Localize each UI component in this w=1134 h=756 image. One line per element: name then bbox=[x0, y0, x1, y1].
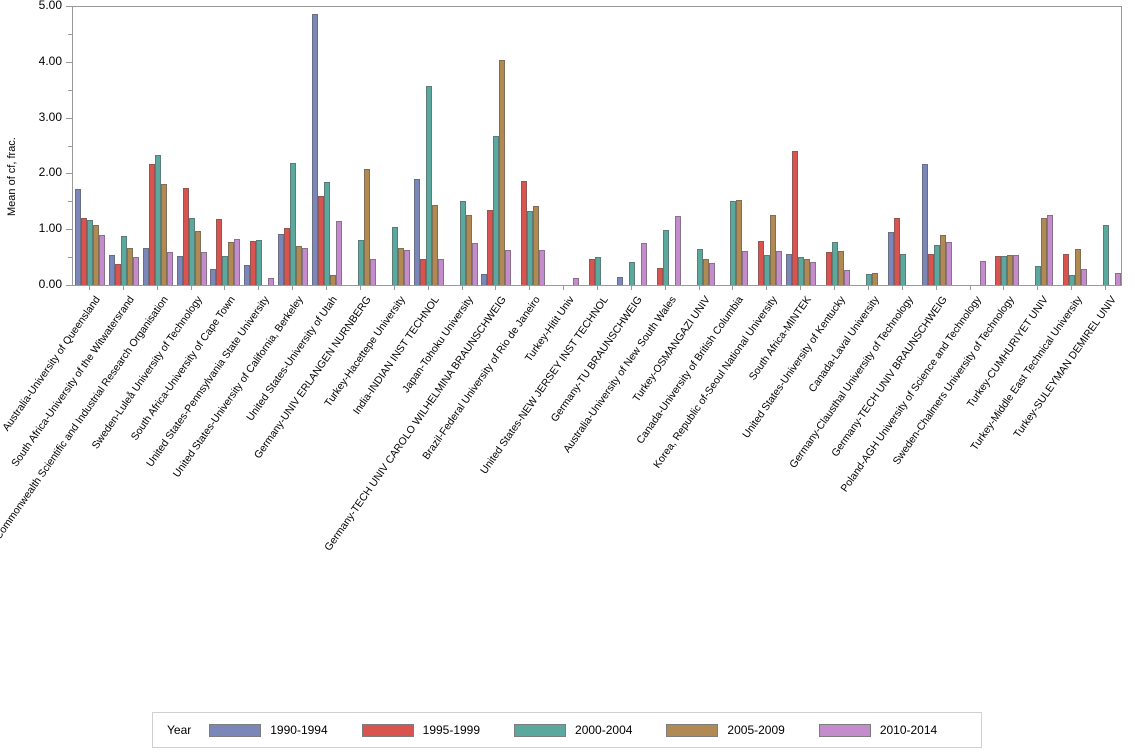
legend-label: 2010-2014 bbox=[879, 723, 938, 737]
x-tick-mark bbox=[258, 286, 260, 290]
x-tick-mark bbox=[495, 286, 497, 290]
x-tick-mark bbox=[326, 286, 328, 290]
x-tick-mark bbox=[630, 286, 632, 290]
bar-group bbox=[74, 7, 105, 286]
x-tick-mark bbox=[766, 286, 768, 290]
y-tick-label: 4.00 bbox=[38, 53, 62, 68]
x-tick-mark bbox=[529, 286, 531, 290]
y-tick-mark bbox=[66, 173, 72, 175]
y-tick-mark bbox=[66, 6, 72, 7]
legend-swatch bbox=[361, 723, 414, 737]
y-tick-mark bbox=[66, 229, 72, 231]
y-tick-mark bbox=[68, 33, 72, 35]
x-tick-mark bbox=[664, 286, 666, 290]
legend-swatch bbox=[514, 723, 567, 737]
x-tick-mark bbox=[461, 286, 463, 290]
bar-group bbox=[887, 7, 918, 286]
legend-label: 1995-1999 bbox=[422, 723, 481, 737]
x-tick-mark bbox=[427, 286, 429, 290]
bar-group bbox=[346, 7, 376, 286]
x-tick-mark bbox=[190, 286, 192, 290]
bar-group bbox=[481, 7, 512, 286]
y-tick-mark bbox=[66, 61, 72, 63]
y-tick-mark bbox=[68, 145, 72, 147]
bar-group bbox=[651, 7, 681, 286]
legend-swatch bbox=[818, 723, 871, 737]
y-tick-mark bbox=[66, 285, 72, 286]
x-tick-mark bbox=[901, 286, 903, 290]
y-tick-mark bbox=[66, 117, 72, 119]
y-tick-label: 0.00 bbox=[38, 277, 62, 291]
y-tick-label: 5.00 bbox=[38, 0, 62, 12]
x-tick-mark bbox=[122, 286, 124, 290]
x-tick-mark bbox=[393, 286, 395, 290]
x-tick-mark bbox=[224, 286, 226, 290]
legend-swatch bbox=[666, 723, 719, 737]
legend-item[interactable]: 2005-2009 bbox=[666, 723, 785, 737]
x-tick-mark bbox=[597, 286, 598, 290]
bar-group bbox=[176, 7, 207, 286]
x-tick-mark bbox=[969, 286, 971, 290]
plot-area bbox=[72, 6, 1122, 286]
y-tick-label: 3.00 bbox=[38, 109, 62, 124]
x-tick-mark bbox=[698, 286, 700, 290]
y-tick-mark bbox=[68, 257, 72, 259]
x-tick-mark bbox=[156, 286, 158, 290]
x-tick-mark bbox=[867, 286, 869, 290]
x-axis-labels: Australia-University of Queensland South … bbox=[0, 286, 1134, 696]
legend-item[interactable]: 1990-1994 bbox=[209, 723, 328, 737]
x-tick-mark bbox=[1105, 286, 1107, 290]
x-tick-mark bbox=[563, 286, 565, 290]
legend-item[interactable]: 1995-1999 bbox=[361, 723, 481, 737]
x-tick-mark bbox=[359, 286, 361, 290]
bar-group bbox=[718, 7, 749, 286]
x-tick-mark bbox=[1037, 286, 1039, 290]
y-tick-label: 1.00 bbox=[38, 221, 62, 236]
y-tick-mark bbox=[68, 89, 72, 91]
legend-label: 2000-2004 bbox=[575, 723, 633, 737]
bar-group bbox=[244, 7, 275, 286]
x-tick-mark bbox=[1003, 286, 1005, 290]
legend-swatch bbox=[209, 723, 262, 737]
legend-title: Year bbox=[167, 723, 192, 737]
x-tick-mark bbox=[935, 286, 937, 290]
legend-label: 2005-2009 bbox=[727, 723, 785, 737]
y-tick-mark bbox=[68, 201, 72, 203]
bar-group bbox=[921, 7, 952, 286]
x-tick-mark bbox=[834, 286, 836, 290]
x-axis-line bbox=[72, 285, 1122, 286]
legend-label: 1990-1994 bbox=[270, 723, 328, 737]
x-tick-mark bbox=[800, 286, 802, 290]
bar-group bbox=[312, 7, 343, 286]
y-tick-label: 2.00 bbox=[38, 165, 62, 180]
bar-group bbox=[1023, 7, 1054, 286]
bar-group bbox=[685, 7, 715, 286]
bar-group bbox=[142, 7, 173, 286]
legend-item[interactable]: 2000-2004 bbox=[514, 723, 632, 737]
legend-item[interactable]: 2010-2014 bbox=[818, 723, 938, 737]
legend: Year 1990-1994 1995-1999 2000-2004 2005-200… bbox=[152, 712, 982, 748]
x-tick-mark bbox=[88, 286, 90, 290]
x-tick-mark bbox=[1071, 286, 1073, 290]
y-axis-title: Mean of cf, frac. bbox=[6, 137, 18, 216]
bar-group bbox=[413, 7, 444, 286]
legend-entries: 1990-1994 1995-1999 2000-2004 2005-2009 2010… bbox=[209, 723, 971, 737]
bar-group bbox=[515, 7, 546, 286]
x-tick-mark bbox=[732, 286, 734, 290]
x-tick-mark bbox=[292, 286, 294, 290]
